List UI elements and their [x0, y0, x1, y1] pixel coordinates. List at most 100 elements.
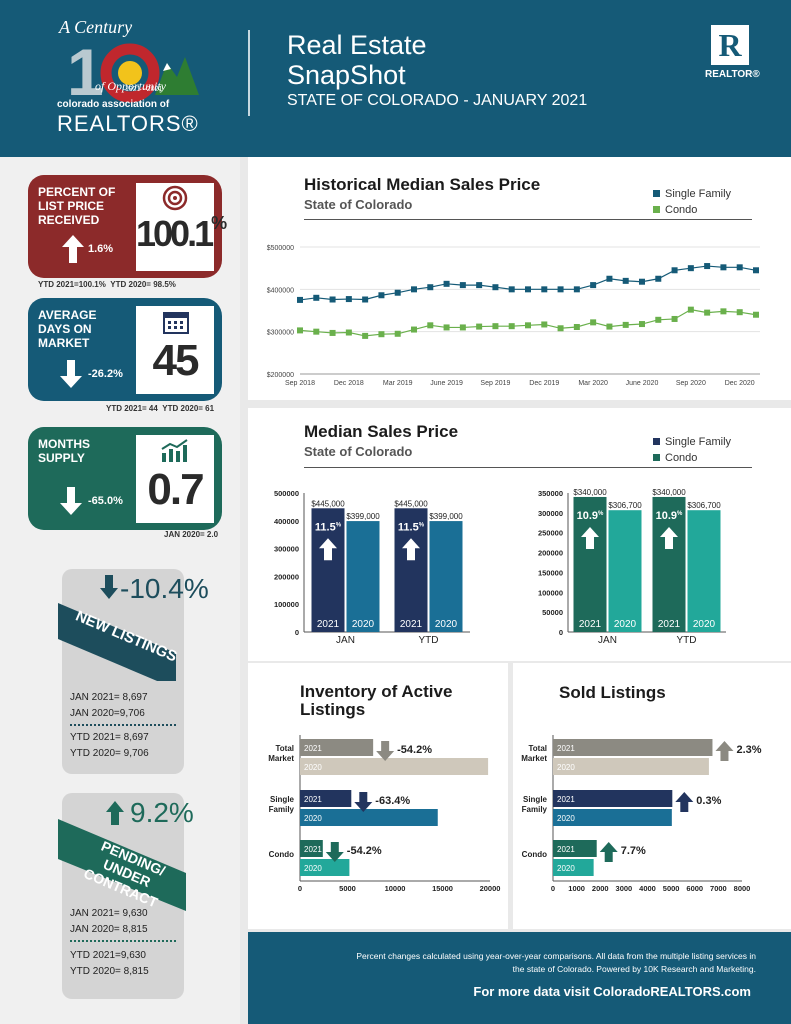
bar	[300, 758, 489, 775]
arrow-down-icon	[60, 487, 82, 515]
x-tick-label: 1000	[568, 884, 585, 893]
dom-ytd2020: YTD 2020= 61	[162, 404, 215, 413]
data-point	[557, 325, 564, 332]
data-point	[329, 296, 336, 303]
y-tick-label: $500000	[267, 245, 294, 252]
x-tick-label: 10000	[385, 884, 406, 893]
x-tick-label: 5000	[339, 884, 356, 893]
ms-label: MONTHS SUPPLY	[38, 437, 90, 465]
change-label: 11.5%	[315, 521, 342, 533]
footer-link[interactable]: For more data visit ColoradoREALTORS.com	[473, 984, 751, 999]
y-tick-label: 500000	[274, 489, 299, 498]
y-tick-label: 400000	[274, 517, 299, 526]
pending-panel: 9.2% PENDING/ UNDER CONTRACT JAN 2021= 9…	[58, 793, 194, 999]
bar-year-label: 2021	[304, 744, 322, 753]
footer-note-line2: the state of Colorado. Powered by 10K Re…	[512, 964, 756, 974]
sold-bar-chart: 0 1000 2000 3000 4000 5000 6000 7000 8000 TotalMa…	[521, 735, 762, 893]
header-divider	[248, 30, 250, 116]
pending-jan2020: JAN 2020= 8,815	[70, 924, 148, 935]
x-tick-label: 0	[551, 884, 555, 893]
logo-100-graphic: 1	[67, 35, 199, 109]
bar-value-label: $399,000	[346, 512, 380, 521]
list-price-label: PERCENT OF LIST PRICE RECEIVED	[38, 185, 116, 227]
x-tick-label: Sep 2019	[480, 380, 510, 387]
realtor-mark: R	[718, 27, 742, 63]
median-title: Median Sales Price	[304, 422, 459, 441]
bar-year-label: 2021	[557, 795, 575, 804]
realtor-label: REALTOR®	[705, 69, 760, 80]
data-point	[606, 323, 613, 330]
list-price-value: 100.1%	[136, 213, 227, 255]
data-point	[345, 296, 352, 303]
data-point	[411, 326, 417, 333]
change-label: 10.9%	[656, 510, 683, 522]
bar	[652, 496, 686, 632]
bar	[300, 840, 323, 857]
ms-value-box: 0.7	[136, 435, 214, 523]
group-label: Market	[521, 754, 547, 763]
arrow-up-icon	[402, 538, 420, 561]
new-listings-banner-bg	[58, 603, 176, 681]
arrow-up-icon	[106, 801, 124, 825]
logo[interactable]: A Century 1 1921 - 2021 of Opportunity c…	[55, 15, 205, 136]
group-label: Market	[268, 754, 294, 763]
group-label: YTD	[419, 635, 439, 646]
data-point	[508, 323, 515, 330]
data-point	[573, 324, 580, 331]
data-point	[443, 324, 450, 331]
arrow-down-icon	[354, 792, 373, 812]
ms-left: MONTHS SUPPLY -65.0%	[28, 427, 136, 530]
arrow-up-icon	[675, 792, 694, 812]
bar-year-label: 2021	[400, 619, 423, 630]
bar-year-label: 2021	[557, 744, 575, 753]
bar-year-label: 2020	[557, 814, 575, 823]
left-column: PERCENT OF LIST PRICE RECEIVED 1.6% 100.…	[0, 157, 240, 1024]
target-icon	[162, 185, 188, 211]
data-point	[720, 264, 727, 271]
x-tick-label: 0	[298, 884, 302, 893]
group-label: Total	[528, 744, 547, 753]
historical-rule	[304, 219, 752, 220]
bar-year-label: 2020	[693, 619, 716, 630]
logo-years: 1921 - 2021	[125, 86, 163, 93]
data-point	[427, 284, 434, 291]
footer-note-line1: Percent changes calculated using year-ov…	[356, 951, 756, 961]
trend-chart-icon	[161, 439, 188, 462]
data-point	[411, 286, 417, 293]
data-point	[313, 328, 320, 335]
bar	[300, 739, 374, 756]
x-tick-label: 7000	[710, 884, 727, 893]
title-line1: Real Estate	[287, 30, 427, 60]
bar	[553, 758, 709, 775]
data-point	[525, 322, 531, 329]
data-point	[655, 275, 662, 282]
bar-value-label: $445,000	[394, 499, 428, 508]
header: A Century 1 1921 - 2021 of Opportunity c…	[0, 0, 791, 157]
x-tick-label: 8000	[734, 884, 751, 893]
bar-value-label: $340,000	[573, 488, 607, 497]
change-label: 0.3%	[696, 795, 721, 807]
change-label: -54.2%	[347, 845, 382, 857]
y-tick-label: 350000	[538, 489, 563, 498]
sold-title: Sold Listings	[559, 683, 666, 702]
list-price-change: 1.6%	[88, 243, 114, 255]
change-label: -63.4%	[375, 795, 410, 807]
realtor-logo[interactable]: R	[711, 25, 749, 65]
bar-year-label: 2021	[557, 845, 575, 854]
group-label: Condo	[269, 850, 294, 859]
days-on-market-card: AVERAGE DAYS ON MARKET -26.2% 45	[28, 298, 222, 401]
x-tick-label: Mar 2019	[383, 380, 413, 387]
x-tick-label: Sep 2018	[285, 380, 315, 387]
group-label: JAN	[336, 635, 355, 646]
legend-label: Condo	[665, 204, 698, 216]
data-point	[541, 321, 548, 328]
x-tick-label: 5000	[663, 884, 680, 893]
data-point	[443, 280, 450, 287]
dom-value: 45	[152, 336, 200, 385]
x-tick-label: June 2020	[626, 380, 659, 387]
median-price-panel: Median Sales Price State of Colorado Sin…	[248, 408, 791, 661]
x-tick-label: 20000	[480, 884, 501, 893]
data-point	[704, 309, 711, 316]
historical-line-chart: $200000 $300000 $400000 $500000 Sep 2018 Dec …	[267, 245, 760, 387]
dom-label: AVERAGE DAYS ON MARKET	[38, 308, 97, 350]
